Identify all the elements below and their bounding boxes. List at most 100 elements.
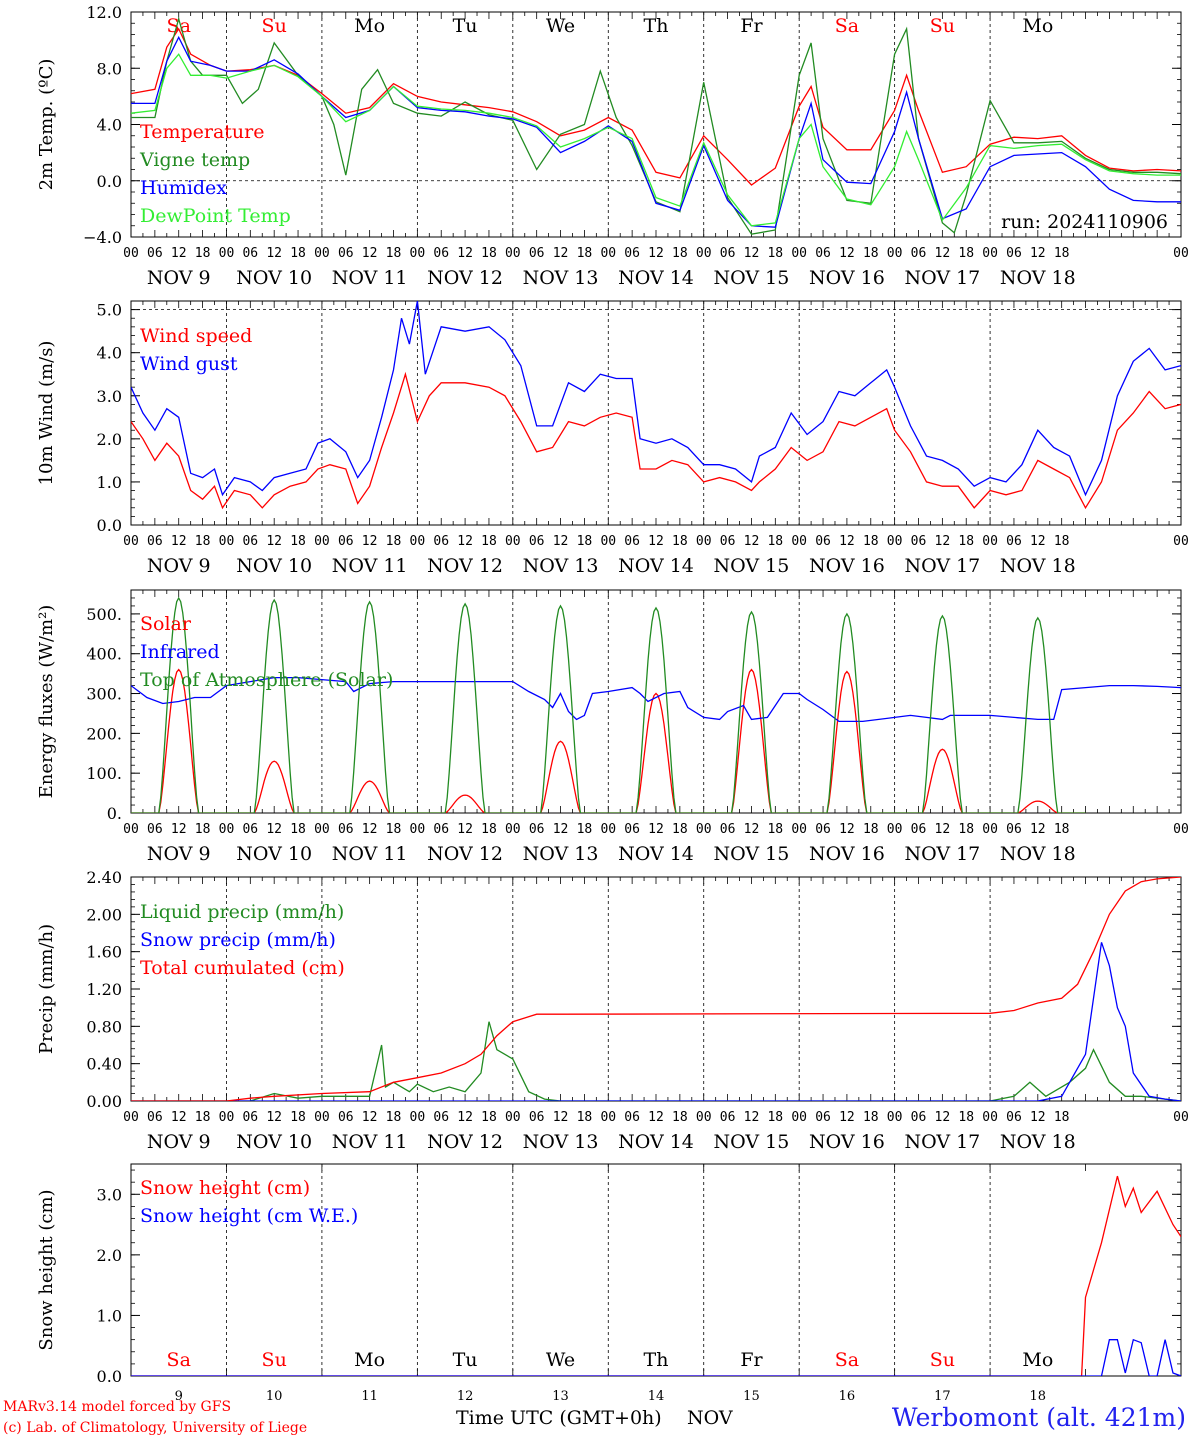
hour-tick-label: 18 [863,246,879,261]
y-tick-label: 0.40 [86,1055,122,1074]
day-label: NOV 18 [1000,555,1076,577]
hour-tick-label: 06 [815,822,831,837]
hour-tick-label: 06 [242,246,258,261]
series-line-humidex [131,35,1181,228]
hour-tick-label: 06 [1006,534,1022,549]
y-tick-label: 2.00 [86,905,122,924]
hour-tick-label: 18 [672,822,688,837]
day-label: NOV 14 [618,1131,694,1153]
hour-tick-label: 18 [958,246,974,261]
hour-tick-label: 12 [935,534,951,549]
hour-tick-label: 12 [266,822,282,837]
day-number-label: 18 [1030,1389,1047,1404]
hour-tick-label: 12 [839,1110,855,1125]
legend-entry: DewPoint Temp [140,205,291,227]
day-label: NOV 14 [618,555,694,577]
hour-tick-label: 00 [600,1110,616,1125]
hour-tick-label: 18 [481,1110,497,1125]
hour-tick-label: 00 [982,246,998,261]
series-line-snow-height-cm [131,1175,1181,1376]
y-tick-label: 0.0 [97,1367,122,1386]
hour-tick-label: 12 [839,822,855,837]
legend-entry: Infrared [140,641,220,663]
hour-tick-label: 00 [1173,534,1189,549]
weekday-label: Sa [167,1349,191,1371]
hour-tick-label: 06 [624,1110,640,1125]
weekday-label: Sa [835,15,859,37]
hour-tick-label: 12 [839,534,855,549]
hour-tick-label: 06 [529,1110,545,1125]
hour-tick-label: 06 [815,534,831,549]
y-tick-label: 4.0 [97,116,122,135]
hour-tick-label: 00 [696,822,712,837]
hour-tick-label: 12 [1030,534,1046,549]
hour-tick-label: 12 [266,534,282,549]
hour-tick-label: 06 [242,1110,258,1125]
weekday-label: Fr [740,15,763,37]
y-tick-label: 3.0 [97,387,122,406]
hour-tick-label: 06 [720,246,736,261]
day-label: NOV 17 [904,843,980,865]
day-label: NOV 10 [236,1131,312,1153]
hour-tick-label: 00 [1173,1110,1189,1125]
hour-tick-label: 18 [195,1110,211,1125]
hour-tick-label: 00 [696,534,712,549]
day-label: NOV 16 [809,1131,885,1153]
y-tick-label: −4.0 [83,228,122,247]
hour-tick-label: 18 [1054,534,1070,549]
y-tick-label: 100. [86,764,122,783]
series-line-liquid-precip-mm-h [131,1021,1181,1101]
hour-tick-label: 12 [362,246,378,261]
hour-tick-label: 18 [577,1110,593,1125]
day-number-label: 16 [839,1389,856,1404]
y-tick-label: 8.0 [97,59,122,78]
weekday-label: Th [644,1349,669,1371]
hour-tick-label: 12 [266,1110,282,1125]
hour-tick-label: 06 [433,246,449,261]
weekday-label: Tu [453,15,478,37]
panel-1: −4.0 0.0 4.0 8.0 12.0 2m Temp. (ºC) 00 06 12 18 NO… [36,3,1189,289]
legend-entry: Total cumulated (cm) [140,957,345,979]
hour-tick-label: 00 [887,246,903,261]
hour-tick-label: 12 [457,534,473,549]
hour-tick-label: 00 [219,246,235,261]
day-label: NOV 13 [523,1131,599,1153]
hour-tick-label: 00 [1173,822,1189,837]
hour-tick-label: 18 [672,246,688,261]
y-tick-label: 3.0 [97,1185,122,1204]
y-tick-label: 200. [86,724,122,743]
hour-tick-label: 06 [1006,822,1022,837]
hour-tick-label: 00 [982,822,998,837]
hour-tick-label: 00 [123,534,139,549]
hour-tick-label: 18 [290,822,306,837]
day-label: NOV 9 [147,1131,211,1153]
x-axis-title: Time UTC (GMT+0h) [456,1407,662,1429]
hour-tick-label: 12 [648,1110,664,1125]
y-tick-label: 500. [86,605,122,624]
day-label: NOV 17 [904,267,980,289]
hour-tick-label: 00 [123,1110,139,1125]
series-line-temperature [131,27,1181,186]
hour-tick-label: 06 [815,246,831,261]
day-label: NOV 10 [236,843,312,865]
hour-tick-label: 00 [219,534,235,549]
day-label: NOV 10 [236,267,312,289]
hour-tick-label: 00 [887,534,903,549]
hour-tick-label: 12 [1030,1110,1046,1125]
hour-tick-label: 00 [791,822,807,837]
weekday-label: Su [930,15,955,37]
legend-entry: Snow height (cm W.E.) [140,1205,358,1227]
series-line-dewpoint-temp [131,53,1181,227]
hour-tick-label: 00 [123,822,139,837]
day-label: NOV 17 [904,1131,980,1153]
y-tick-label: 1.0 [97,473,122,492]
series-line-wind-gust [131,301,1181,497]
hour-tick-label: 06 [624,822,640,837]
hour-tick-label: 06 [624,534,640,549]
hour-tick-label: 06 [147,246,163,261]
day-label: NOV 17 [904,555,980,577]
hour-tick-label: 12 [362,822,378,837]
x-axis-month: NOV [687,1407,733,1429]
hour-tick-label: 00 [696,1110,712,1125]
